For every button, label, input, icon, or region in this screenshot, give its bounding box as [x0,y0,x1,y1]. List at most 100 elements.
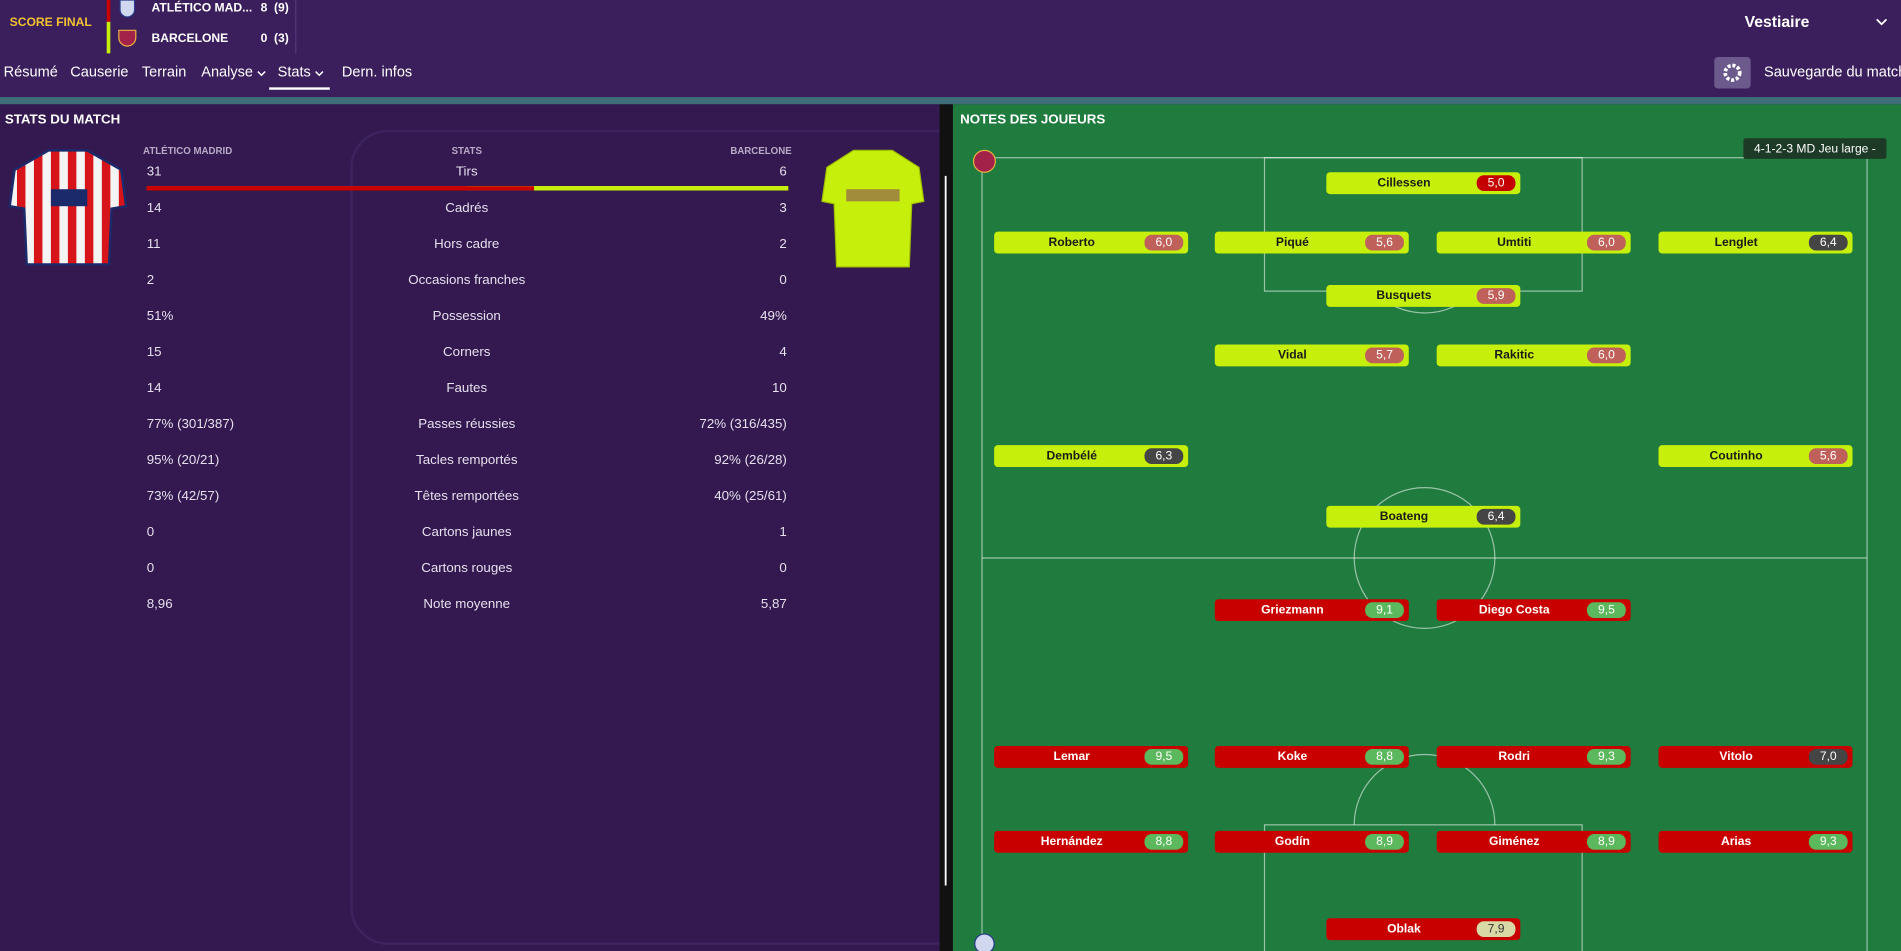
rating-badge [1476,508,1516,525]
menu[interactable]: Vestiaire [1745,14,1810,31]
rating-badge [1365,602,1404,619]
player-rating: 6,3 [1155,448,1172,462]
stat-label: Possession [433,308,501,323]
save-button[interactable]: Sauvegarde du match [1764,65,1901,81]
nav-tab[interactable]: Résumé [4,65,58,81]
tab-chevron [315,71,324,77]
status: SCORE FINAL [10,15,93,29]
home-pens: (9) [274,1,289,15]
player-name: Lenglet [1715,235,1758,249]
player-name: Vidal [1278,348,1307,362]
player-card[interactable] [1326,505,1521,528]
player-card[interactable] [1326,172,1521,195]
stat-away: 10 [772,380,787,395]
home-crest [119,0,136,18]
away-pens: (3) [274,31,289,45]
center-label: STATS [452,146,483,157]
bottom-arc [1353,753,1496,825]
player-card[interactable] [1214,231,1409,254]
stat-home: 2 [147,272,154,287]
player-card[interactable] [1436,746,1631,768]
player-rating: 6,0 [1598,235,1615,249]
nav-tab[interactable]: Stats [278,65,311,81]
nav-tab[interactable]: Analyse [201,65,253,81]
rating-badge [1586,602,1626,619]
player-card[interactable] [994,746,1189,768]
player-rating: 6,0 [1598,348,1615,362]
player-card[interactable] [1214,746,1409,768]
player-name: Arias [1721,834,1752,848]
player-card[interactable] [1214,599,1409,622]
formation-badge[interactable] [1743,138,1887,159]
stat-label: Hors cadre [434,236,499,251]
home-sponsor [50,189,88,207]
player-rating: 8,9 [1598,834,1615,848]
player-card[interactable] [1658,231,1853,254]
nav-tab[interactable]: Terrain [142,65,186,81]
stat-away: 2 [779,236,786,251]
player-rating: 7,9 [1488,921,1505,935]
rating-badge [1586,749,1626,765]
player-card[interactable] [1214,344,1409,367]
top-bar [0,0,1901,98]
stat-label: Cartons jaunes [422,524,512,539]
player-card[interactable] [1326,285,1521,307]
player-card[interactable] [1436,599,1631,622]
player-name: Lemar [1054,749,1091,763]
away-kit [821,149,925,268]
player-card[interactable] [1436,231,1631,254]
rating-badge [1144,833,1184,850]
rating-badge [1365,234,1404,251]
stat-label: Fautes [446,380,487,395]
center-circle [1353,487,1496,629]
away-crest [118,29,137,47]
player-rating: 5,7 [1376,348,1393,362]
rating-badge [1144,234,1184,251]
stat-home: 11 [147,236,161,251]
stat-home: 51% [147,308,174,323]
player-card[interactable] [994,231,1189,254]
player-card[interactable] [1436,344,1631,367]
home-pitch-crest [974,933,995,951]
player-name: Cillessen [1377,175,1430,189]
player-rating: 9,1 [1376,602,1393,616]
player-card[interactable] [1214,830,1409,853]
player-name: Godín [1275,834,1310,848]
settings-button[interactable] [1714,57,1751,89]
stat-away: 0 [779,560,786,575]
player-card[interactable] [1658,445,1853,468]
stat-away: 5,87 [761,596,787,611]
away-stripe [106,21,111,54]
stat-label: Tirs [456,164,478,179]
rating-badge [1586,234,1626,251]
nav-tab[interactable]: Causerie [70,65,128,81]
tab-chevron [257,71,266,77]
home-name: ATLÉTICO MAD... [152,0,253,15]
player-rating: 5,6 [1376,235,1393,249]
rating-badge [1476,288,1516,304]
player-card[interactable] [994,445,1189,468]
nav-tab[interactable]: Dern. infos [342,65,412,81]
rating-badge [1144,448,1184,464]
rating-badge [1808,234,1848,251]
player-card[interactable] [1658,746,1853,768]
player-rating: 5,9 [1488,288,1505,302]
rating-badge [1808,833,1848,850]
player-card[interactable] [1326,918,1521,941]
player-card[interactable] [1658,830,1853,853]
away-name: BARCELONE [152,31,229,45]
stripe [0,97,1901,105]
stat-home: 95% (20/21) [147,452,220,467]
player-card[interactable] [994,830,1189,853]
rating-badge [1365,347,1404,364]
stat-away: 72% (316/435) [699,416,786,431]
player-rating: 8,8 [1376,749,1393,763]
player-name: Vitolo [1719,749,1752,763]
away-label: BARCELONE [730,146,792,157]
player-rating: 6,4 [1820,235,1837,249]
player-name: Piqué [1276,235,1309,249]
player-card[interactable] [1436,830,1631,853]
stat-label: Cartons rouges [421,560,512,575]
rating-badge [1808,749,1848,765]
stat-bar-home [146,186,535,191]
